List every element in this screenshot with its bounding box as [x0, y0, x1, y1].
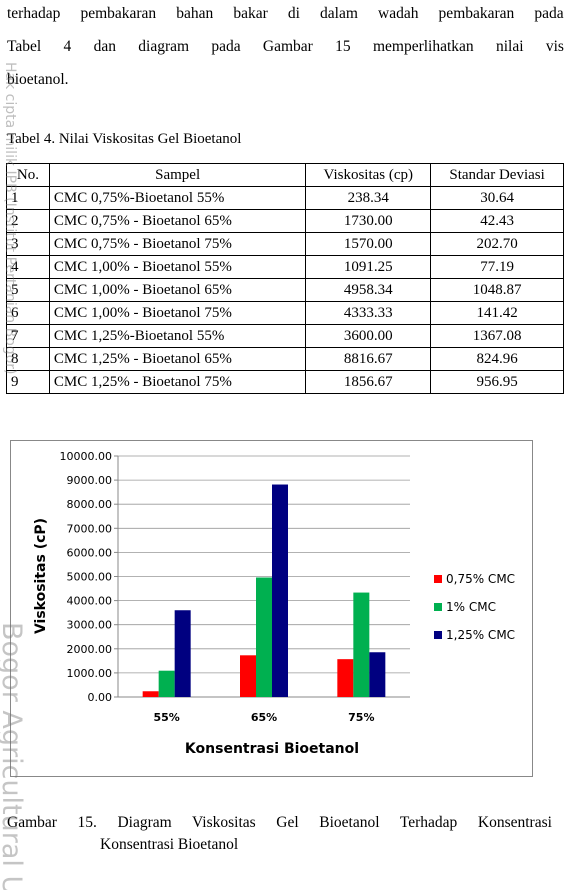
table-cell: CMC 0,75%-Bioetanol 55% [48, 186, 307, 210]
y-tick-label: 3000.00 [67, 619, 113, 632]
table-cell: 1091.25 [305, 255, 432, 279]
table-cell: No. [6, 163, 50, 187]
y-tick-label: 1000.00 [67, 667, 113, 680]
x-tick-label: 75% [348, 711, 374, 724]
figure-caption: Gambar 15. Diagram Viskositas Gel Bioeta… [7, 814, 564, 831]
bar [353, 592, 370, 697]
table-cell: 1048.87 [430, 278, 564, 302]
y-tick-label: 6000.00 [67, 546, 113, 559]
table-row: 5 CMC 1,00% - Bioetanol 65% 4958.34 1048.87 [6, 278, 564, 302]
legend-label: 1% CMC [446, 600, 496, 614]
table-cell: 2 [6, 209, 50, 233]
legend-swatch [434, 603, 442, 611]
table-cell: CMC 1,25%-Bioetanol 55% [48, 324, 307, 348]
table-row: 1 CMC 0,75%-Bioetanol 55% 238.34 30.64 [6, 186, 564, 210]
table-cell: 77.19 [430, 255, 564, 279]
bar [256, 577, 272, 697]
legend-swatch [434, 631, 442, 639]
paragraph-line: Tabel 4 dan diagram pada Gambar 15 mempe… [7, 38, 564, 55]
bar [174, 610, 191, 697]
table-cell: 9 [6, 370, 50, 394]
y-tick-label: 4000.00 [67, 595, 113, 608]
bar [142, 691, 159, 697]
table-cell: 5 [6, 278, 50, 302]
bar [240, 655, 256, 697]
table-cell: CMC 1,25% - Bioetanol 75% [48, 370, 307, 394]
table-cell: 8816.67 [305, 347, 432, 371]
figure-caption: Konsentrasi Bioetanol [100, 836, 239, 853]
x-tick-label: 55% [153, 711, 179, 724]
table-cell: 1 [6, 186, 50, 210]
table-cell: 7 [6, 324, 50, 348]
bar [337, 659, 354, 697]
table-row: 2 CMC 0,75% - Bioetanol 65% 1730.00 42.43 [6, 209, 564, 233]
y-tick-label: 7000.00 [67, 522, 113, 535]
x-axis-label: Konsentrasi Bioetanol [185, 741, 359, 757]
table-cell: Viskositas (cp) [305, 163, 432, 187]
table-cell: 4333.33 [305, 301, 432, 325]
table-cell: 42.43 [430, 209, 564, 233]
table-cell: CMC 0,75% - Bioetanol 75% [48, 232, 307, 256]
paragraph-line: terhadap pembakaran bahan bakar di dalam… [7, 5, 564, 22]
bar [158, 670, 175, 697]
y-axis-label: Viskositas (cP) [33, 518, 49, 634]
table-row: 7 CMC 1,25%-Bioetanol 55% 3600.00 1367.08 [6, 324, 564, 348]
table-row: 4 CMC 1,00% - Bioetanol 55% 1091.25 77.19 [6, 255, 564, 279]
y-tick-label: 5000.00 [67, 571, 113, 584]
y-tick-label: 0.00 [88, 691, 113, 704]
table: No. Sampel Viskositas (cp) Standar Deviasi 1… [6, 163, 564, 394]
table-cell: 956.95 [430, 370, 564, 394]
table-cell: 1856.67 [305, 370, 432, 394]
chart-frame [10, 440, 533, 777]
y-tick-label: 2000.00 [67, 643, 113, 656]
legend-swatch [434, 575, 442, 583]
table-cell: 238.34 [305, 186, 432, 210]
legend-label: 0,75% CMC [446, 572, 515, 586]
table-caption: Tabel 4. Nilai Viskositas Gel Bioetanol [7, 131, 242, 147]
table-row: 9 CMC 1,25% - Bioetanol 75% 1856.67 956.95 [6, 370, 564, 394]
x-tick-label: 65% [251, 711, 277, 724]
y-tick-label: 8000.00 [67, 498, 113, 511]
table-cell: CMC 1,25% - Bioetanol 65% [48, 347, 307, 371]
y-tick-label: 9000.00 [67, 474, 113, 487]
table-cell: Standar Deviasi [430, 163, 564, 187]
bar [369, 652, 386, 697]
legend-label: 1,25% CMC [446, 628, 515, 642]
bar [272, 484, 288, 697]
table-cell: CMC 0,75% - Bioetanol 65% [48, 209, 307, 233]
paragraph-line: bioetanol. [7, 71, 69, 88]
table-row: 8 CMC 1,25% - Bioetanol 65% 8816.67 824.96 [6, 347, 564, 371]
y-tick-label: 10000.00 [60, 450, 113, 463]
table-cell: 4 [6, 255, 50, 279]
